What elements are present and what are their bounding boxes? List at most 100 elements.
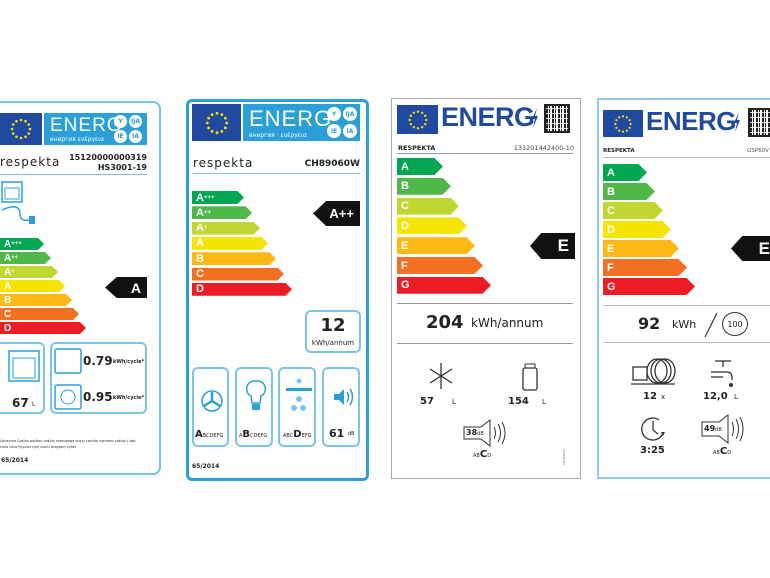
eu-star xyxy=(206,125,210,129)
energy-class-letter: E xyxy=(607,242,615,255)
divider xyxy=(0,174,147,175)
energy-class-letter: B xyxy=(607,185,615,198)
language-badge: IA xyxy=(343,124,357,138)
volume-unit: L xyxy=(542,398,546,406)
energy-class-letter: A xyxy=(196,222,204,235)
energy-class-letter: D xyxy=(196,283,204,296)
fluid-dynamic-class-box: ABCDEFG xyxy=(192,367,229,447)
energy-class-letter: B xyxy=(401,180,409,193)
energy-class-bar: G xyxy=(397,276,491,294)
energy-header: ENERG енергия ενέργεια Y IJA IE IA xyxy=(44,113,147,145)
class-value: A xyxy=(195,429,203,440)
eu-star xyxy=(11,123,15,126)
speaker-icon xyxy=(334,388,354,406)
eu-flag-icon xyxy=(192,104,241,141)
energy-class-bar: C xyxy=(192,267,284,281)
water-value: 12,0 xyxy=(703,391,728,402)
energy-subtitle: енергия ενέργεια xyxy=(50,136,105,143)
brand-logo: respekta xyxy=(0,155,61,169)
energy-class-bar: C xyxy=(397,197,459,215)
light-bulb-icon xyxy=(246,380,266,410)
footnote: Upravma Cиklus portion cиklus rozkusowa … xyxy=(0,439,136,449)
eu-star xyxy=(412,111,415,114)
side-regulation-text: 2019/2016 xyxy=(562,448,567,466)
energy-class-letter: A xyxy=(401,160,409,173)
consumption-value: 92 xyxy=(638,314,661,333)
noise-unit: dB xyxy=(477,431,484,437)
energy-class-letter: G xyxy=(607,280,616,293)
energy-class-bar: A xyxy=(0,280,65,292)
eu-star xyxy=(24,135,27,139)
noise-box: 61 dB xyxy=(322,367,360,447)
noise-class: C xyxy=(719,446,728,457)
energy-subtitle: енергия · ενέργεια xyxy=(249,132,307,139)
volume-unit: L xyxy=(452,398,456,406)
divider xyxy=(603,157,770,158)
fan-consumption: 0.95 xyxy=(83,390,113,404)
eu-star xyxy=(423,122,426,125)
eu-star xyxy=(15,119,18,123)
eu-star xyxy=(628,126,631,129)
eu-star xyxy=(407,118,411,121)
noise-value: 38dB xyxy=(466,428,484,437)
noise-class: C xyxy=(479,449,488,460)
annual-consumption: 12 xyxy=(320,315,346,336)
class-scale: BCDEFG xyxy=(202,433,224,439)
eu-star xyxy=(629,122,632,125)
eu-star xyxy=(19,136,23,140)
energy-class-bar: A + xyxy=(192,221,260,235)
eu-flag-icon xyxy=(0,113,42,145)
eu-star xyxy=(618,128,621,132)
energy-class-plus: + xyxy=(203,225,208,232)
energy-class-bar: A +++ xyxy=(0,238,44,250)
energy-class-plus: +++ xyxy=(11,241,22,247)
volume-value: 67 xyxy=(12,396,29,410)
energy-class-bar: A ++ xyxy=(0,252,51,264)
energy-class-letter: E xyxy=(401,239,409,252)
eu-star xyxy=(412,125,415,128)
language-badge: IA xyxy=(129,130,142,143)
language-badge: IE xyxy=(114,130,127,143)
speaker-icon xyxy=(701,414,744,444)
snowflake-icon xyxy=(429,363,453,389)
energy-class-arrow: A xyxy=(105,277,147,298)
energy-class-bar: B xyxy=(397,177,451,195)
model-number: HS3001-19 xyxy=(97,163,147,172)
grease-filter-icon xyxy=(286,378,312,411)
clock-icon xyxy=(641,417,665,441)
eu-star xyxy=(618,115,621,119)
noise-class-scale: AB xyxy=(713,450,720,456)
energy-class-letter: B xyxy=(4,294,12,306)
eu-star xyxy=(424,118,428,121)
consumption-unit: kWh/cycle* xyxy=(113,395,145,401)
class-scale: CDEFG xyxy=(250,433,268,439)
eu-star xyxy=(420,111,423,114)
eu-star xyxy=(219,112,223,116)
noise-class-scale: D xyxy=(487,453,492,459)
eu-star xyxy=(210,129,214,133)
energy-class-bar: D xyxy=(603,221,671,238)
eu-star xyxy=(215,111,218,115)
grease-filter-class-box: ABCDEFG xyxy=(278,367,316,447)
energy-class-letter: F xyxy=(607,261,614,274)
qr-code-icon xyxy=(544,104,570,133)
energy-class-bar: A xyxy=(397,158,443,175)
eu-star xyxy=(19,118,23,122)
fan-forced-icon xyxy=(54,384,82,410)
model-number: GSP60V xyxy=(747,148,769,154)
energy-class-bar: D xyxy=(0,322,86,334)
language-badge: IJA xyxy=(129,115,142,128)
energy-class-letter: A xyxy=(196,237,204,250)
eu-star xyxy=(416,109,419,113)
eu-star xyxy=(409,122,412,125)
oven-cavity-icon xyxy=(8,350,40,382)
lighting-class-box: ABCDEFG xyxy=(235,367,273,447)
consumption-unit: kWh/annum xyxy=(471,316,544,330)
energy-class-bar: B xyxy=(603,183,655,200)
eu-star xyxy=(223,125,227,129)
consumption-box: 12 kWh/annum xyxy=(305,310,361,353)
energy-class-bar: A +++ xyxy=(192,191,244,204)
consumption-unit: kWh xyxy=(672,318,697,331)
eu-star xyxy=(28,127,32,131)
fridge-compartment-icon xyxy=(522,363,538,391)
